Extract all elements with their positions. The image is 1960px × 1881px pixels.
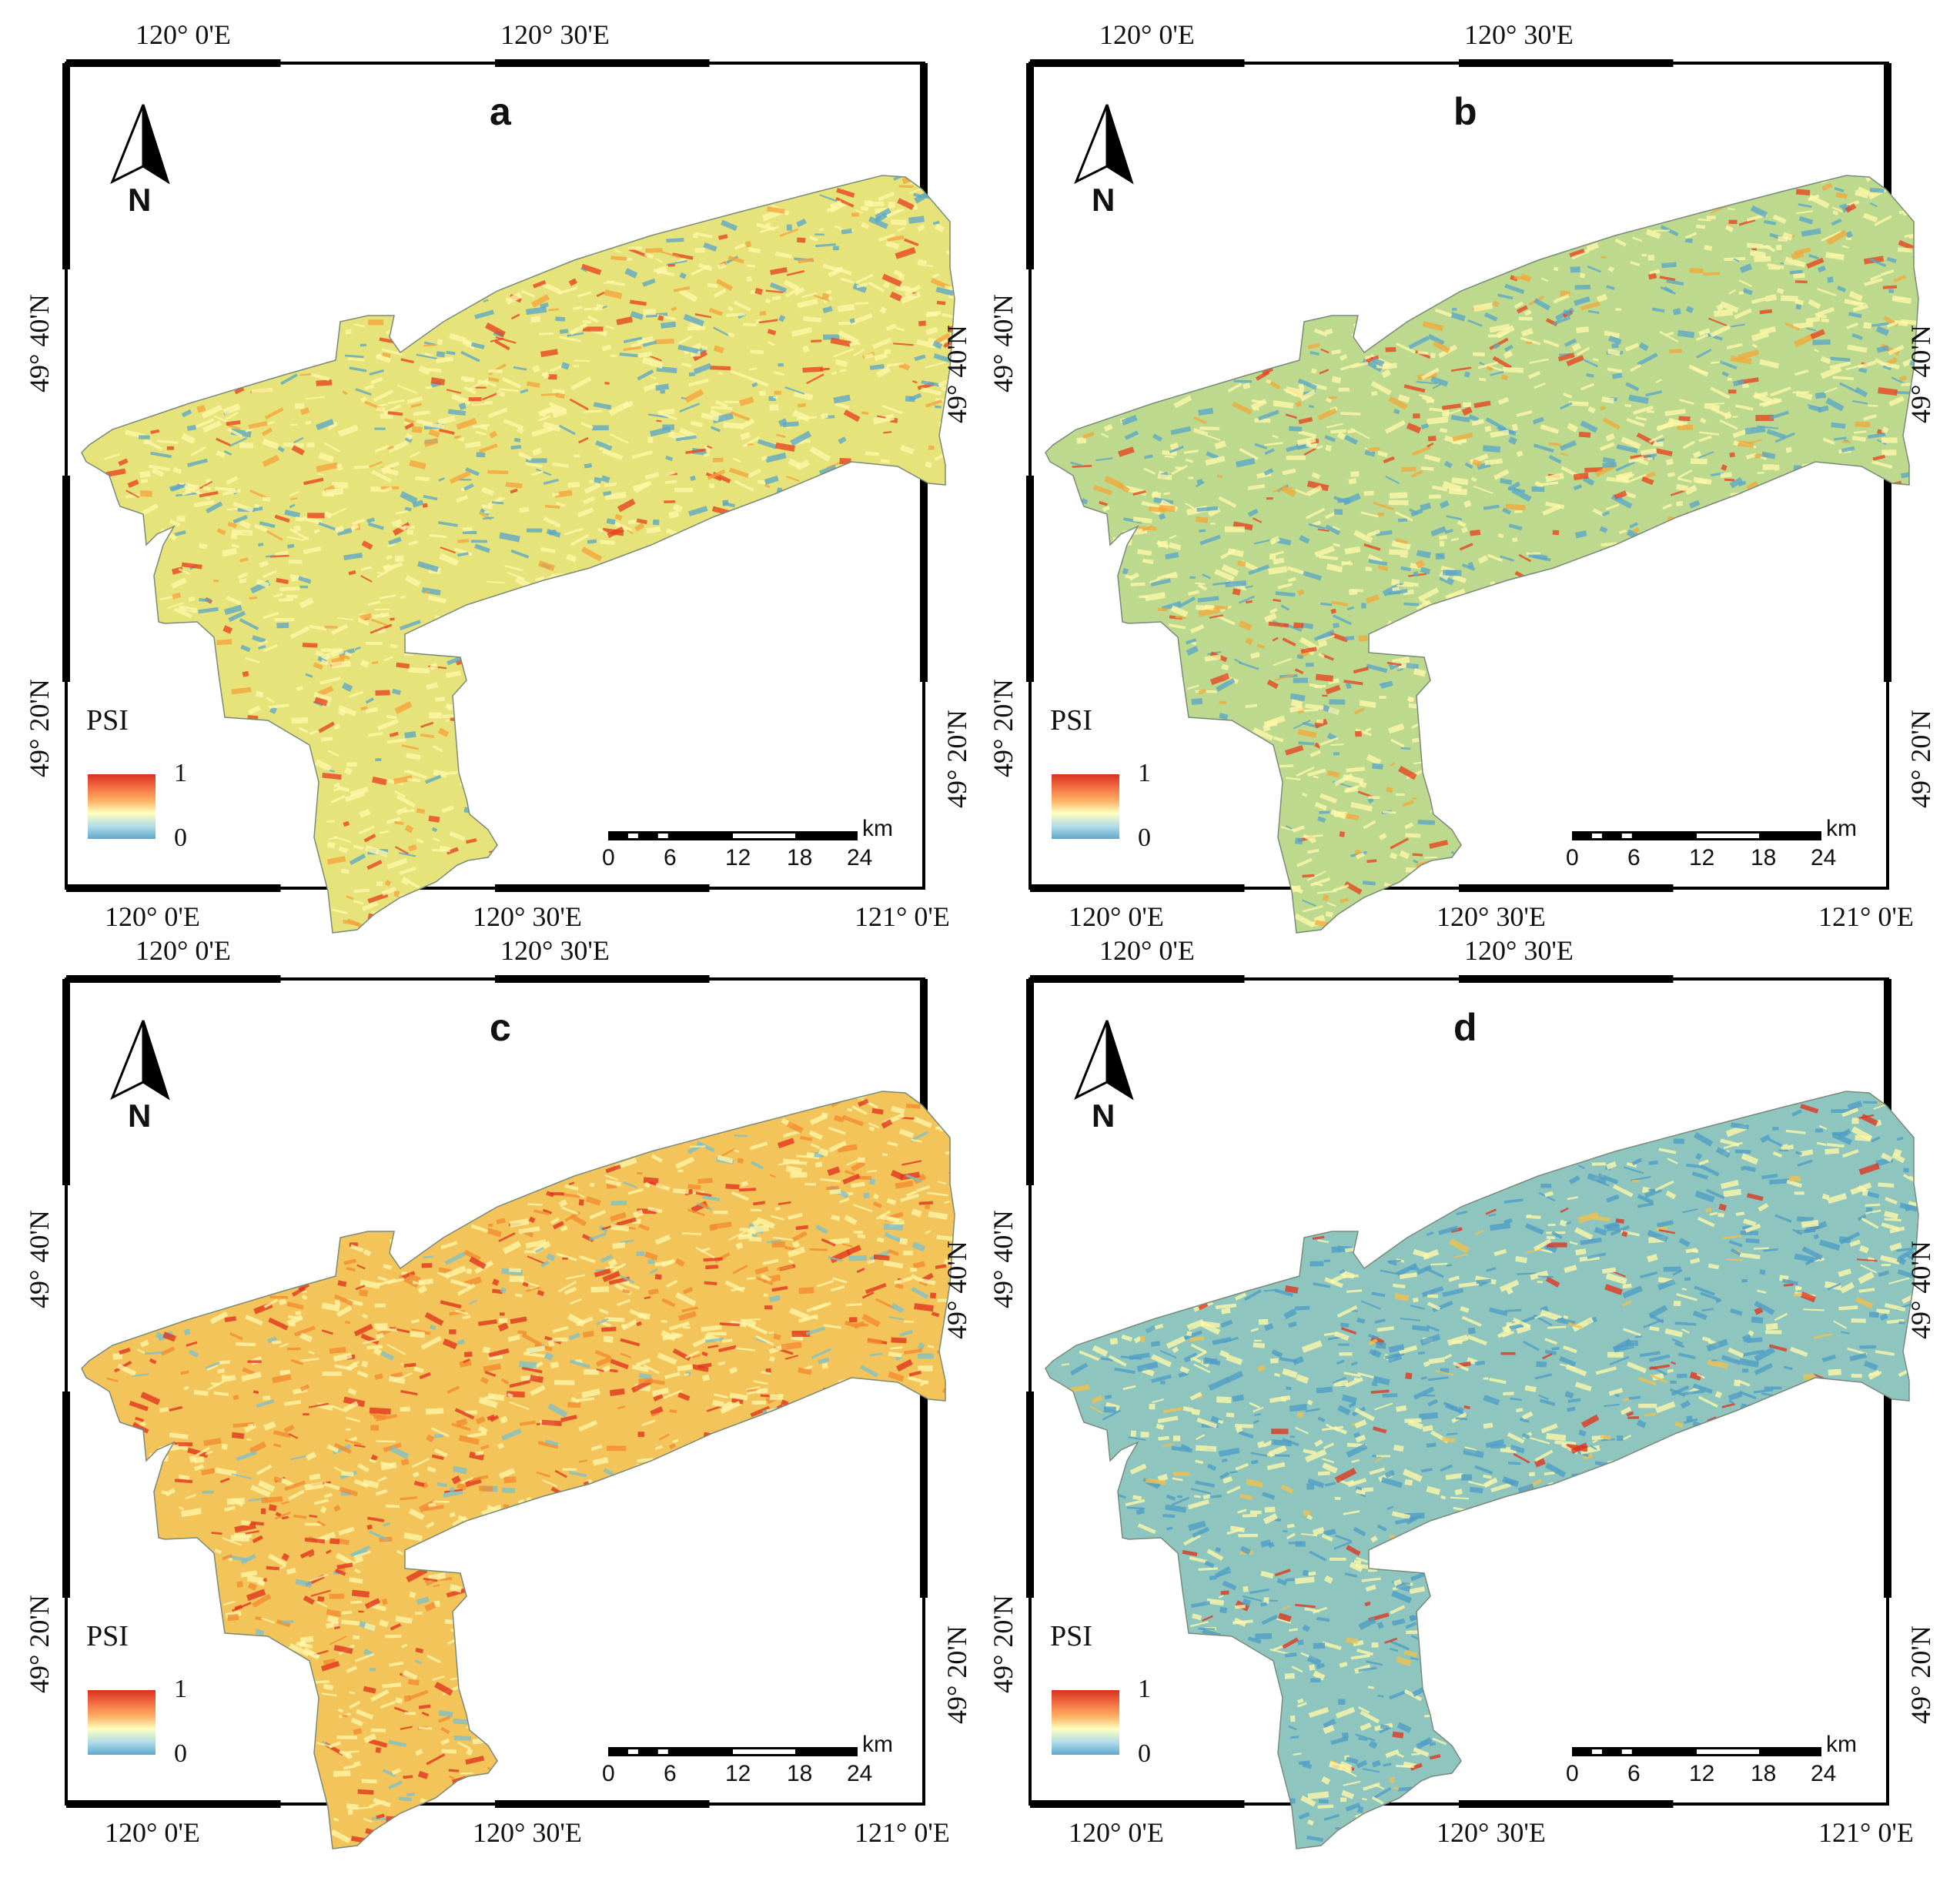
lon-label-bottom-right: 121° 0'E bbox=[1818, 901, 1914, 932]
study-area bbox=[1045, 1091, 1918, 1849]
lat-label-right-lower: 49° 20'N bbox=[1905, 710, 1936, 808]
legend-max-label: 1 bbox=[1138, 1675, 1151, 1703]
north-label: N bbox=[128, 1098, 152, 1134]
scale-tick-label: 12 bbox=[1689, 1761, 1715, 1786]
panel-letter: d bbox=[1453, 1006, 1477, 1049]
map-panel-c: 120° 0'E 120° 30'E 120° 0'E 120° 30'E 121° 0… bbox=[0, 916, 993, 1878]
scale-tick-label: 24 bbox=[1811, 1761, 1837, 1786]
north-arrow-icon bbox=[1074, 104, 1134, 185]
lat-label-left-upper: 49° 40'N bbox=[988, 294, 1018, 393]
legend-min-label: 0 bbox=[174, 1739, 187, 1768]
scale-tick-label: 6 bbox=[1627, 1761, 1641, 1786]
scale-tick-label: 12 bbox=[1689, 845, 1715, 870]
scale-bar bbox=[608, 1747, 858, 1756]
scale-tick-label: 6 bbox=[664, 845, 677, 870]
lon-label-top-mid: 120° 30'E bbox=[1464, 19, 1574, 50]
map-panel-b: 120° 0'E 120° 30'E 120° 0'E 120° 30'E 121° 0… bbox=[964, 0, 1957, 962]
lat-label-right-lower: 49° 20'N bbox=[1905, 1625, 1936, 1724]
lon-label-top-mid: 120° 30'E bbox=[1464, 935, 1574, 966]
legend-color-ramp bbox=[88, 774, 156, 839]
scale-tick-label: 18 bbox=[787, 845, 813, 870]
north-label: N bbox=[1092, 182, 1115, 218]
scale-bar bbox=[1572, 1747, 1821, 1756]
legend-min-label: 0 bbox=[174, 824, 187, 852]
panel-letter: c bbox=[490, 1006, 511, 1049]
lon-label-top-mid: 120° 30'E bbox=[500, 935, 610, 966]
legend-title: PSI bbox=[1050, 1620, 1092, 1652]
lon-label-top-left: 120° 0'E bbox=[1099, 935, 1195, 966]
scale-unit-label: km bbox=[862, 1732, 893, 1757]
north-label: N bbox=[128, 182, 152, 218]
north-arrow-icon bbox=[1074, 1020, 1134, 1101]
scale-tick-label: 12 bbox=[725, 1761, 751, 1786]
legend-title: PSI bbox=[86, 1620, 129, 1652]
scale-tick-label: 6 bbox=[1627, 845, 1641, 870]
lon-label-bottom-mid: 120° 30'E bbox=[473, 1817, 582, 1848]
legend-min-label: 0 bbox=[1138, 824, 1151, 852]
lon-label-top-left: 120° 0'E bbox=[1099, 19, 1195, 50]
lon-label-bottom-left: 120° 0'E bbox=[1069, 1817, 1164, 1848]
lon-label-bottom-left: 120° 0'E bbox=[105, 901, 200, 932]
map-canvas bbox=[1026, 59, 1919, 934]
lat-label-left-lower: 49° 20'N bbox=[988, 1595, 1018, 1693]
lon-label-bottom-mid: 120° 30'E bbox=[1437, 901, 1546, 932]
study-area bbox=[82, 1091, 955, 1849]
map-canvas bbox=[62, 975, 955, 1849]
legend-title: PSI bbox=[1050, 704, 1092, 737]
scale-tick-label: 6 bbox=[664, 1761, 677, 1786]
lon-label-bottom-mid: 120° 30'E bbox=[1437, 1817, 1546, 1848]
north-arrow-icon bbox=[110, 1020, 170, 1101]
scale-tick-label: 0 bbox=[602, 845, 615, 870]
north-arrow-icon bbox=[110, 104, 170, 185]
lat-label-left-lower: 49° 20'N bbox=[988, 679, 1018, 777]
lat-label-left-upper: 49° 40'N bbox=[24, 1210, 55, 1308]
map-canvas bbox=[1026, 975, 1919, 1849]
lon-label-bottom-right: 121° 0'E bbox=[1818, 1817, 1914, 1848]
lon-label-bottom-left: 120° 0'E bbox=[1069, 901, 1164, 932]
scale-unit-label: km bbox=[862, 816, 893, 841]
scale-tick-label: 0 bbox=[602, 1761, 615, 1786]
legend-color-ramp bbox=[1052, 774, 1119, 839]
panel-letter: a bbox=[490, 90, 511, 133]
legend-color-ramp bbox=[88, 1690, 156, 1755]
lat-label-left-upper: 49° 40'N bbox=[988, 1210, 1018, 1308]
panel-letter: b bbox=[1453, 90, 1477, 133]
scale-tick-label: 0 bbox=[1566, 1761, 1579, 1786]
lat-label-right-upper: 49° 40'N bbox=[1905, 1241, 1936, 1339]
scale-unit-label: km bbox=[1826, 816, 1857, 841]
map-canvas bbox=[62, 59, 955, 934]
scale-tick-label: 24 bbox=[847, 845, 873, 870]
scale-tick-label: 24 bbox=[847, 1761, 873, 1786]
map-panel-a: 120° 0'E 120° 30'E 120° 0'E 120° 30'E 121° 0… bbox=[0, 0, 993, 962]
lon-label-top-left: 120° 0'E bbox=[135, 19, 231, 50]
scale-tick-label: 18 bbox=[1751, 1761, 1777, 1786]
north-label: N bbox=[1092, 1098, 1115, 1134]
lat-label-left-upper: 49° 40'N bbox=[24, 294, 55, 393]
scale-unit-label: km bbox=[1826, 1732, 1857, 1757]
legend-max-label: 1 bbox=[174, 759, 187, 787]
lon-label-top-mid: 120° 30'E bbox=[500, 19, 610, 50]
study-area bbox=[82, 175, 955, 933]
lat-label-right-upper: 49° 40'N bbox=[1905, 325, 1936, 423]
legend-min-label: 0 bbox=[1138, 1739, 1151, 1768]
map-panel-d: 120° 0'E 120° 30'E 120° 0'E 120° 30'E 121° 0… bbox=[964, 916, 1957, 1878]
legend-title: PSI bbox=[86, 704, 129, 737]
lon-label-bottom-right: 121° 0'E bbox=[855, 1817, 950, 1848]
scale-tick-label: 24 bbox=[1811, 845, 1837, 870]
scale-tick-label: 0 bbox=[1566, 845, 1579, 870]
scale-tick-label: 18 bbox=[787, 1761, 813, 1786]
lon-label-top-left: 120° 0'E bbox=[135, 935, 231, 966]
legend-color-ramp bbox=[1052, 1690, 1119, 1755]
lat-label-left-lower: 49° 20'N bbox=[24, 679, 55, 777]
scale-bar bbox=[1572, 831, 1821, 840]
lon-label-bottom-right: 121° 0'E bbox=[855, 901, 950, 932]
legend-max-label: 1 bbox=[174, 1675, 187, 1703]
legend-max-label: 1 bbox=[1138, 759, 1151, 787]
scale-bar bbox=[608, 831, 858, 840]
scale-tick-label: 18 bbox=[1751, 845, 1777, 870]
lon-label-bottom-left: 120° 0'E bbox=[105, 1817, 200, 1848]
scale-tick-label: 12 bbox=[725, 845, 751, 870]
lat-label-left-lower: 49° 20'N bbox=[24, 1595, 55, 1693]
lon-label-bottom-mid: 120° 30'E bbox=[473, 901, 582, 932]
